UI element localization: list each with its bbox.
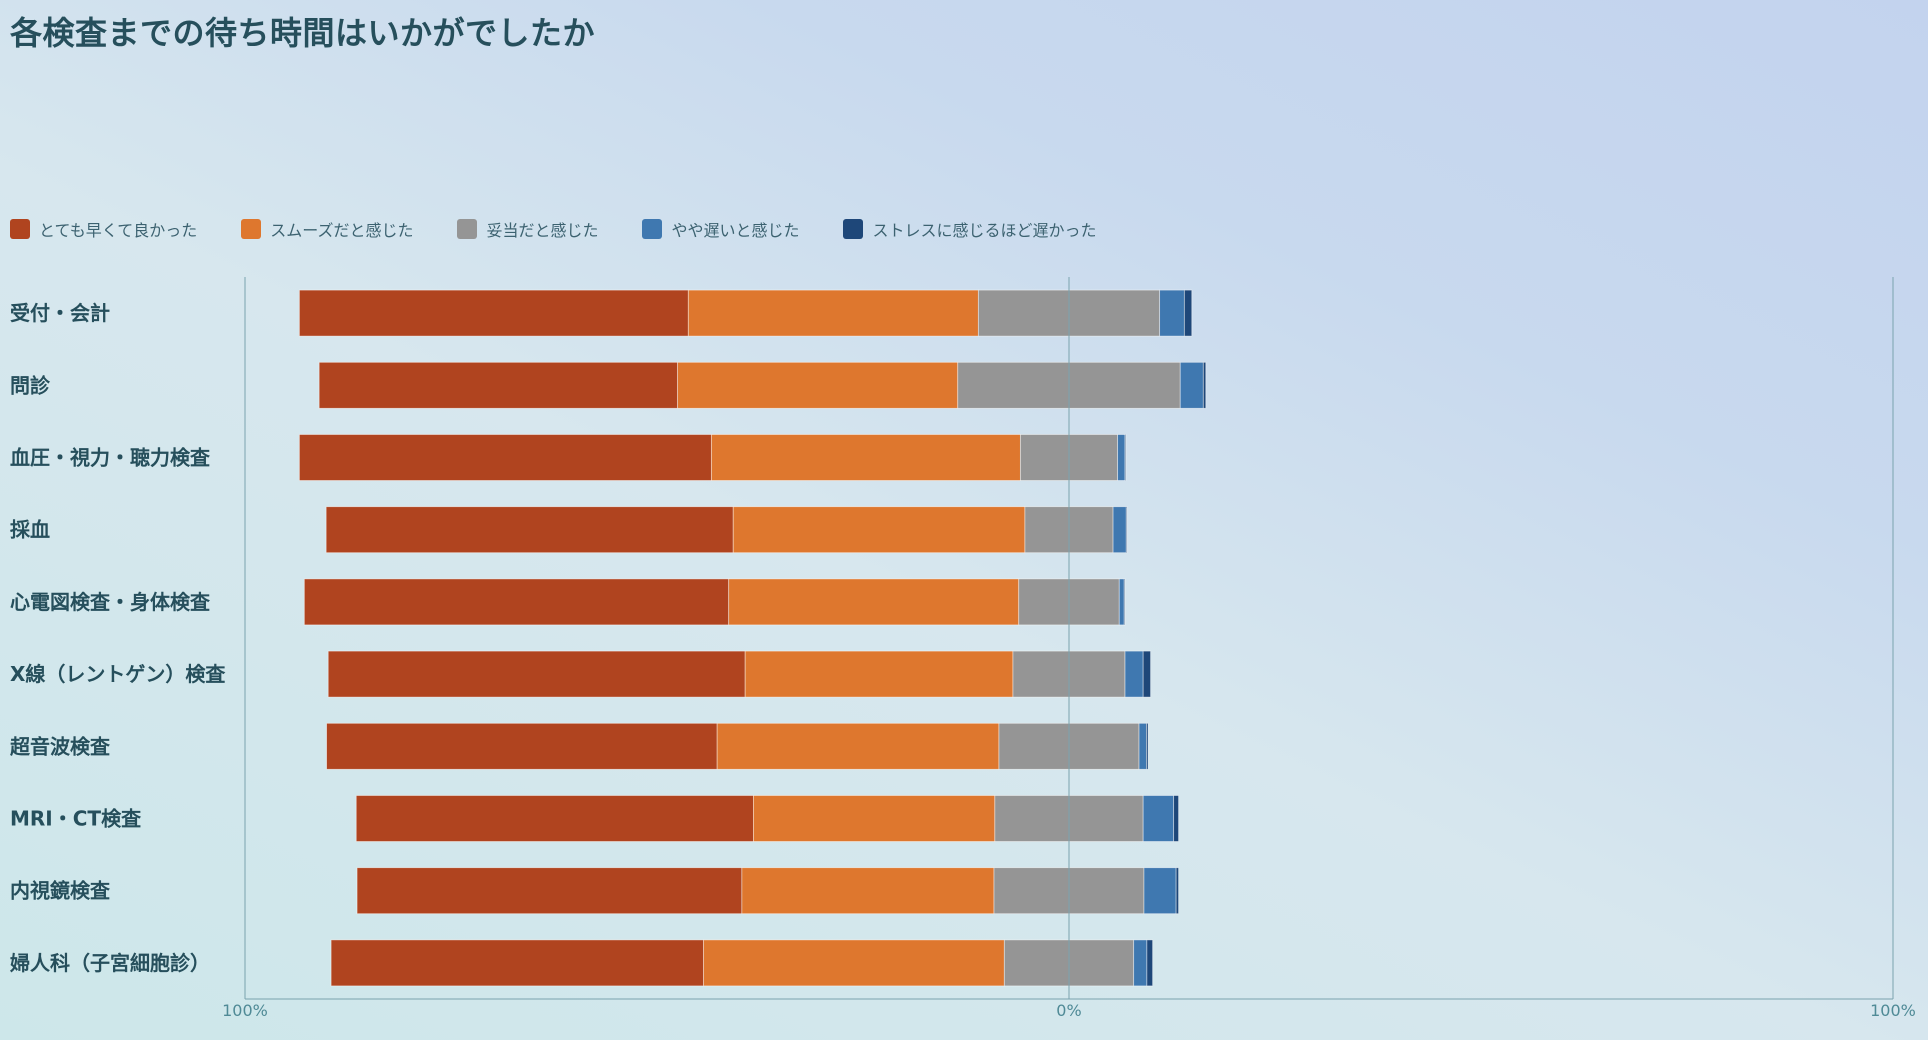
legend-label-slightly-slow: やや遅いと感じた — [671, 221, 800, 240]
bar-stressful-4 — [1125, 506, 1128, 554]
bar-stressful-3 — [1124, 434, 1127, 481]
bar-slightly-slow-7 — [1138, 722, 1147, 770]
category-label-3: 血圧・視力・聴力検査 — [10, 446, 210, 470]
legend-label-stressful: ストレスに感じるほど遅かった — [872, 221, 1097, 240]
category-label-5: 心電図検査・身体検査 — [10, 590, 210, 614]
bar-slightly-slow-9 — [1143, 867, 1177, 915]
bar-slightly-slow-1 — [1159, 289, 1185, 337]
chart-legend: とても早くて良かった スムーズだと感じた 妥当だと感じた やや遅いと感じた スト… — [10, 218, 1141, 240]
category-label-10: 婦人科（子宮細胞診） — [9, 951, 210, 975]
category-label-1: 受付・会計 — [10, 301, 110, 325]
x-tick-label-3: 100% — [1870, 1001, 1916, 1020]
bar-slightly-slow-8 — [1142, 795, 1175, 842]
bar-slightly-slow-6 — [1124, 650, 1144, 698]
x-tick-label-1: 100% — [222, 1001, 268, 1020]
legend-swatch-very-fast — [10, 219, 30, 239]
legend-item-stressful[interactable]: ストレスに感じるほど遅かった — [843, 217, 1097, 241]
bar-very-fast-9 — [356, 867, 743, 915]
bar-very-fast-7 — [326, 722, 718, 770]
bar-very-fast-6 — [327, 650, 746, 698]
category-label-7: 超音波検査 — [9, 734, 110, 758]
bar-very-fast-10 — [330, 939, 704, 987]
category-label-4: 採血 — [10, 518, 50, 542]
bar-smooth-6 — [744, 650, 1014, 698]
bar-very-fast-2 — [318, 361, 679, 409]
category-label-9: 内視鏡検査 — [10, 879, 110, 903]
legend-label-very-fast: とても早くて良かった — [39, 221, 198, 240]
bar-very-fast-1 — [298, 289, 689, 337]
bar-stressful-8 — [1173, 795, 1179, 842]
bar-slightly-slow-5 — [1118, 578, 1125, 626]
bar-smooth-5 — [728, 578, 1020, 626]
bar-stressful-1 — [1183, 289, 1193, 337]
legend-swatch-slightly-slow — [642, 219, 663, 239]
x-tick-label-2: 0% — [1056, 1001, 1081, 1020]
bar-stressful-6 — [1142, 650, 1151, 698]
bar-smooth-7 — [716, 722, 1000, 770]
category-label-8: MRI・CT検査 — [10, 807, 141, 831]
legend-swatch-smooth — [241, 219, 262, 239]
bar-very-fast-3 — [298, 434, 712, 481]
legend-label-reasonable: 妥当だと感じた — [486, 221, 599, 240]
bar-smooth-1 — [687, 289, 979, 337]
bar-slightly-slow-2 — [1179, 361, 1204, 409]
legend-item-smooth[interactable]: スムーズだと感じた — [241, 217, 413, 241]
bar-slightly-slow-3 — [1117, 434, 1126, 481]
category-label-6: X線（レントゲン）検査 — [10, 662, 225, 686]
bar-stressful-10 — [1146, 939, 1154, 987]
bars-group — [298, 289, 1207, 987]
legend-label-smooth: スムーズだと感じた — [270, 221, 414, 240]
bar-very-fast-8 — [355, 795, 754, 842]
bar-smooth-9 — [741, 867, 995, 915]
bar-smooth-2 — [677, 361, 959, 409]
legend-swatch-stressful — [843, 219, 864, 239]
legend-item-very-fast[interactable]: とても早くて良かった — [10, 217, 197, 241]
bar-smooth-3 — [710, 434, 1021, 481]
bar-smooth-10 — [703, 939, 1005, 987]
legend-swatch-reasonable — [457, 219, 478, 239]
bar-smooth-4 — [732, 506, 1026, 554]
bar-slightly-slow-10 — [1133, 939, 1148, 987]
bar-very-fast-5 — [303, 578, 730, 626]
bar-stressful-9 — [1175, 867, 1179, 915]
bar-very-fast-4 — [325, 506, 734, 554]
bar-stressful-5 — [1123, 578, 1126, 626]
bar-smooth-8 — [753, 795, 996, 842]
legend-item-reasonable[interactable]: 妥当だと感じた — [457, 217, 598, 241]
legend-item-slightly-slow[interactable]: やや遅いと感じた — [642, 217, 799, 241]
chart-title: 各検査までの待ち時間はいかがでしたか — [10, 14, 596, 52]
category-label-2: 問診 — [10, 373, 51, 397]
bar-slightly-slow-4 — [1112, 506, 1127, 554]
bar-stressful-7 — [1146, 722, 1149, 770]
bar-stressful-2 — [1202, 361, 1207, 409]
